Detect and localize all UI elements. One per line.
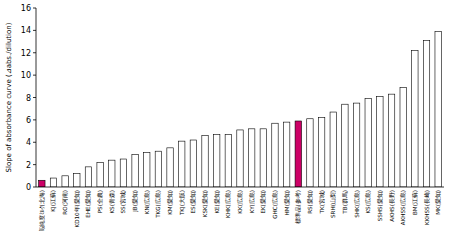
bar [318,118,324,187]
bar [225,134,231,187]
x-tick-label: TKJ(大阪) [179,190,186,216]
bars [39,31,442,187]
x-tick-label: TK(宮城) [318,190,325,214]
bar [167,148,173,187]
y-tick [33,52,36,53]
bar [400,87,406,187]
bar [248,129,254,187]
x-tick-label: PS(全農) [97,190,103,213]
bar [365,99,371,187]
bar [74,174,80,187]
x-axis [36,187,444,188]
bar [213,134,219,187]
bar [342,104,348,187]
bar [155,151,161,187]
x-tick-label: SS(宮城) [119,190,126,213]
x-tick-label: ES(愛知) [190,190,196,213]
x-tick-label: 標準品(参考) [295,190,301,224]
x-tick-label: KD10年(愛知) [74,190,80,227]
bar [283,122,289,187]
x-tick-label: KS(広島) [364,190,371,214]
bar [330,112,336,187]
bar [423,40,429,187]
bar [120,159,126,187]
bar [50,178,56,187]
x-tick-label: KY(広島) [248,190,255,213]
bar [202,136,208,187]
x-tick-label: KSK(愛知) [202,190,208,217]
y-tick [33,142,36,143]
y-tick-label: 8 [26,94,31,103]
y-tick [33,164,36,165]
bar [377,96,383,187]
y-tick [33,119,36,120]
y-tick-label: 10 [21,71,31,80]
x-tick-label: SHK(広島) [353,190,360,218]
y-axis [36,8,37,187]
bar [39,180,45,187]
x-tick-label: SSHS(愛知) [377,190,383,221]
x-tick-label: KHK(広島) [224,190,231,218]
bar [353,103,359,187]
bar [237,130,243,187]
y-tick-label: 14 [21,26,31,35]
bar [190,140,196,187]
y-tick-label: 6 [26,116,31,125]
x-tick-label: TB(群馬) [342,190,348,215]
x-tick-label: KKHSS(長崎) [424,190,430,225]
bar [62,176,68,187]
x-tick-label: KK(広島) [236,190,243,214]
y-tick-label: 0 [26,183,31,192]
y-tick-label: 2 [26,161,31,170]
y-axis-title: Slope of absorbance curve (⊿abs./dilutio… [5,22,13,172]
y-tick [33,187,36,188]
bar [97,162,103,187]
x-tick-label: RS(愛知) [307,190,313,214]
y-tick [33,97,36,98]
y-tick-label: 16 [21,4,31,13]
x-tick-label: TKG(広島) [154,190,161,219]
x-tick-label: AKHS(長野) [389,190,395,222]
bar [412,51,418,187]
x-tick-label: KJ(江蘇) [50,190,57,212]
y-tick-label: 12 [21,49,31,58]
x-tick-label: KS(青森) [109,190,115,214]
x-tick-label: AKHSS(広島) [399,190,406,225]
y-tick [33,75,36,76]
bar [109,160,115,187]
y-tick [33,8,36,9]
x-tick-label: MK(愛知) [435,190,441,215]
x-tick-label: KE(愛知) [214,190,220,214]
chart: Slope of absorbance curve (⊿abs./dilutio… [0,0,450,231]
x-tick-label: EK(愛知) [260,190,266,214]
x-tick-label: HM(愛知) [284,190,290,215]
bar [388,94,394,187]
x-tick-label: KM(愛知) [167,190,173,215]
bar [85,167,91,187]
y-tick-label: 4 [26,138,31,147]
x-tick-label: SRH(山梨) [330,190,336,218]
bar [307,119,313,187]
x-tick-label: GHC(広島) [271,190,278,219]
bar [272,123,278,187]
bar [260,129,266,187]
x-tick-label: EHE(愛知) [85,190,91,218]
x-tick-label: RO(河南) [62,190,68,215]
bar [295,121,301,187]
bar [179,141,185,187]
y-tick [33,30,36,31]
x-tick-label: 高純度ﾐﾙｸ(北海) [38,190,45,231]
x-tick-label: KN(広島) [143,190,150,214]
x-tick-label: BM(江蘇) [412,190,418,215]
x-tick-label: JB(愛知) [132,190,139,213]
bar [435,31,441,187]
bar [132,155,138,187]
bar [144,152,150,187]
